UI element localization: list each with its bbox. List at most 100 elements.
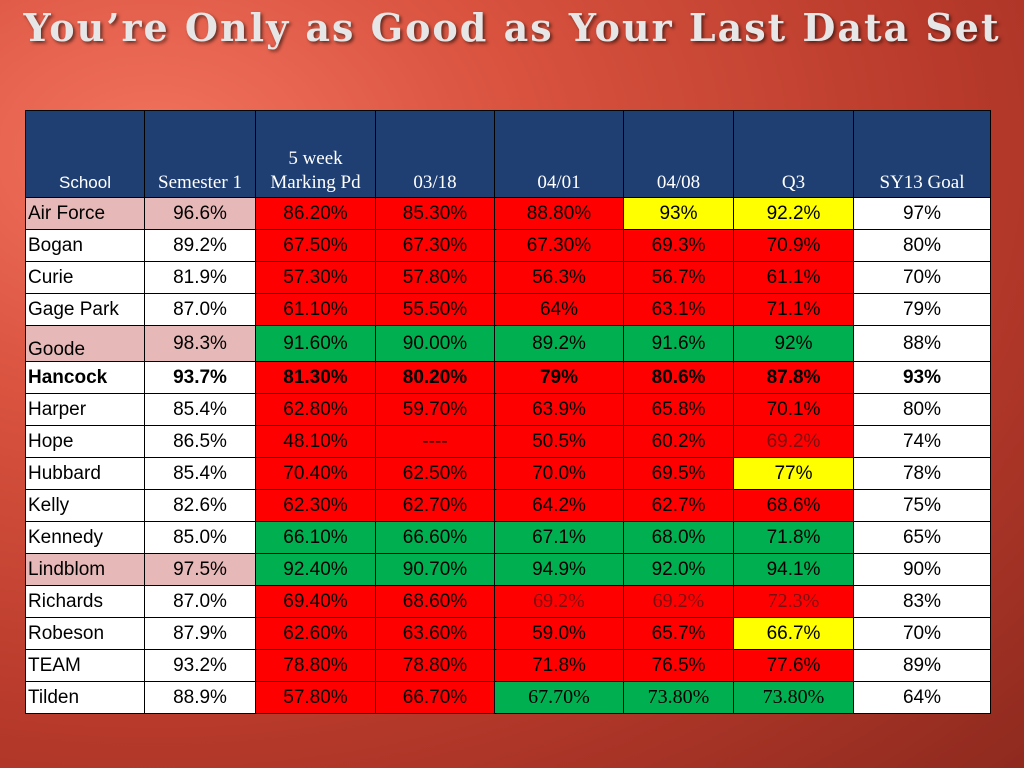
- cell-0408: 69.2%: [623, 585, 734, 618]
- cell-0401: 64%: [494, 293, 624, 326]
- cell-goal: 80%: [853, 393, 991, 426]
- school-name: Robeson: [25, 617, 145, 650]
- table-row: Goode 98.3% 91.60% 90.00% 89.2% 91.6% 92…: [25, 325, 991, 362]
- cell-semester-1: 98.3%: [144, 325, 256, 362]
- school-name: Curie: [25, 261, 145, 294]
- cell-0318: 57.80%: [375, 261, 495, 294]
- cell-q3: 66.7%: [733, 617, 854, 650]
- cell-0408: 68.0%: [623, 521, 734, 554]
- cell-5-week: 57.30%: [255, 261, 376, 294]
- cell-0408: 80.6%: [623, 361, 734, 394]
- cell-5-week: 78.80%: [255, 649, 376, 682]
- cell-0408: 91.6%: [623, 325, 734, 362]
- cell-5-week: 48.10%: [255, 425, 376, 458]
- cell-0318: 63.60%: [375, 617, 495, 650]
- cell-q3: 77%: [733, 457, 854, 490]
- cell-0318: 67.30%: [375, 229, 495, 262]
- cell-0318: 85.30%: [375, 197, 495, 230]
- cell-5-week: 61.10%: [255, 293, 376, 326]
- cell-5-week: 62.30%: [255, 489, 376, 522]
- table-row: Robeson 87.9% 62.60% 63.60% 59.0% 65.7% …: [25, 617, 991, 650]
- table-row: Tilden 88.9% 57.80% 66.70% 67.70% 73.80%…: [25, 681, 991, 714]
- cell-0401: 89.2%: [494, 325, 624, 362]
- cell-0408: 65.8%: [623, 393, 734, 426]
- cell-goal: 70%: [853, 261, 991, 294]
- table-row: Harper 85.4% 62.80% 59.70% 63.9% 65.8% 7…: [25, 393, 991, 426]
- cell-goal: 88%: [853, 325, 991, 362]
- cell-0401: 50.5%: [494, 425, 624, 458]
- cell-q3: 72.3%: [733, 585, 854, 618]
- col-header-school: School: [25, 110, 145, 198]
- cell-0318: 66.60%: [375, 521, 495, 554]
- cell-5-week: 69.40%: [255, 585, 376, 618]
- cell-goal: 93%: [853, 361, 991, 394]
- school-name: Bogan: [25, 229, 145, 262]
- data-table: School Semester 1 5 week Marking Pd 03/1…: [25, 110, 991, 714]
- cell-0401: 70.0%: [494, 457, 624, 490]
- school-name: Goode: [25, 325, 145, 362]
- cell-q3: 92.2%: [733, 197, 854, 230]
- cell-5-week: 66.10%: [255, 521, 376, 554]
- cell-goal: 74%: [853, 425, 991, 458]
- school-name: Air Force: [25, 197, 145, 230]
- cell-0408: 93%: [623, 197, 734, 230]
- cell-q3: 73.80%: [733, 681, 854, 714]
- cell-0401: 64.2%: [494, 489, 624, 522]
- cell-0401: 79%: [494, 361, 624, 394]
- cell-q3: 71.8%: [733, 521, 854, 554]
- cell-0408: 73.80%: [623, 681, 734, 714]
- cell-5-week: 92.40%: [255, 553, 376, 586]
- cell-goal: 65%: [853, 521, 991, 554]
- cell-0401: 67.1%: [494, 521, 624, 554]
- table-row: Richards 87.0% 69.40% 68.60% 69.2% 69.2%…: [25, 585, 991, 618]
- cell-goal: 64%: [853, 681, 991, 714]
- cell-0318: 55.50%: [375, 293, 495, 326]
- col-header-q3: Q3: [733, 110, 854, 198]
- table-row: Hope 86.5% 48.10% ---- 50.5% 60.2% 69.2%…: [25, 425, 991, 458]
- cell-0401: 71.8%: [494, 649, 624, 682]
- slide-title: You’re Only as Good as Your Last Data Se…: [23, 5, 1001, 50]
- cell-0318: 59.70%: [375, 393, 495, 426]
- cell-q3: 70.9%: [733, 229, 854, 262]
- cell-0401: 63.9%: [494, 393, 624, 426]
- cell-semester-1: 87.0%: [144, 293, 256, 326]
- cell-0408: 65.7%: [623, 617, 734, 650]
- table-row: Gage Park 87.0% 61.10% 55.50% 64% 63.1% …: [25, 293, 991, 326]
- cell-5-week: 70.40%: [255, 457, 376, 490]
- table-row: Air Force 96.6% 86.20% 85.30% 88.80% 93%…: [25, 197, 991, 230]
- cell-5-week: 57.80%: [255, 681, 376, 714]
- cell-goal: 79%: [853, 293, 991, 326]
- cell-goal: 70%: [853, 617, 991, 650]
- table-row: Curie 81.9% 57.30% 57.80% 56.3% 56.7% 61…: [25, 261, 991, 294]
- cell-0401: 69.2%: [494, 585, 624, 618]
- cell-5-week: 81.30%: [255, 361, 376, 394]
- table-row: Hancock 93.7% 81.30% 80.20% 79% 80.6% 87…: [25, 361, 991, 394]
- cell-goal: 78%: [853, 457, 991, 490]
- cell-5-week: 62.80%: [255, 393, 376, 426]
- cell-0401: 88.80%: [494, 197, 624, 230]
- col-header-semester-1: Semester 1: [144, 110, 256, 198]
- school-name: Kennedy: [25, 521, 145, 554]
- cell-goal: 75%: [853, 489, 991, 522]
- cell-semester-1: 85.4%: [144, 393, 256, 426]
- cell-semester-1: 97.5%: [144, 553, 256, 586]
- cell-semester-1: 87.0%: [144, 585, 256, 618]
- cell-0318: 66.70%: [375, 681, 495, 714]
- cell-semester-1: 85.0%: [144, 521, 256, 554]
- cell-semester-1: 81.9%: [144, 261, 256, 294]
- school-name: Gage Park: [25, 293, 145, 326]
- cell-0318: ----: [375, 425, 495, 458]
- cell-semester-1: 87.9%: [144, 617, 256, 650]
- school-name: Hope: [25, 425, 145, 458]
- cell-0401: 67.70%: [494, 681, 624, 714]
- cell-semester-1: 93.7%: [144, 361, 256, 394]
- table-row: Bogan 89.2% 67.50% 67.30% 67.30% 69.3% 7…: [25, 229, 991, 262]
- cell-5-week: 86.20%: [255, 197, 376, 230]
- cell-q3: 68.6%: [733, 489, 854, 522]
- cell-semester-1: 85.4%: [144, 457, 256, 490]
- cell-goal: 83%: [853, 585, 991, 618]
- cell-q3: 94.1%: [733, 553, 854, 586]
- school-name: Harper: [25, 393, 145, 426]
- header-row: School Semester 1 5 week Marking Pd 03/1…: [25, 110, 991, 198]
- cell-0401: 59.0%: [494, 617, 624, 650]
